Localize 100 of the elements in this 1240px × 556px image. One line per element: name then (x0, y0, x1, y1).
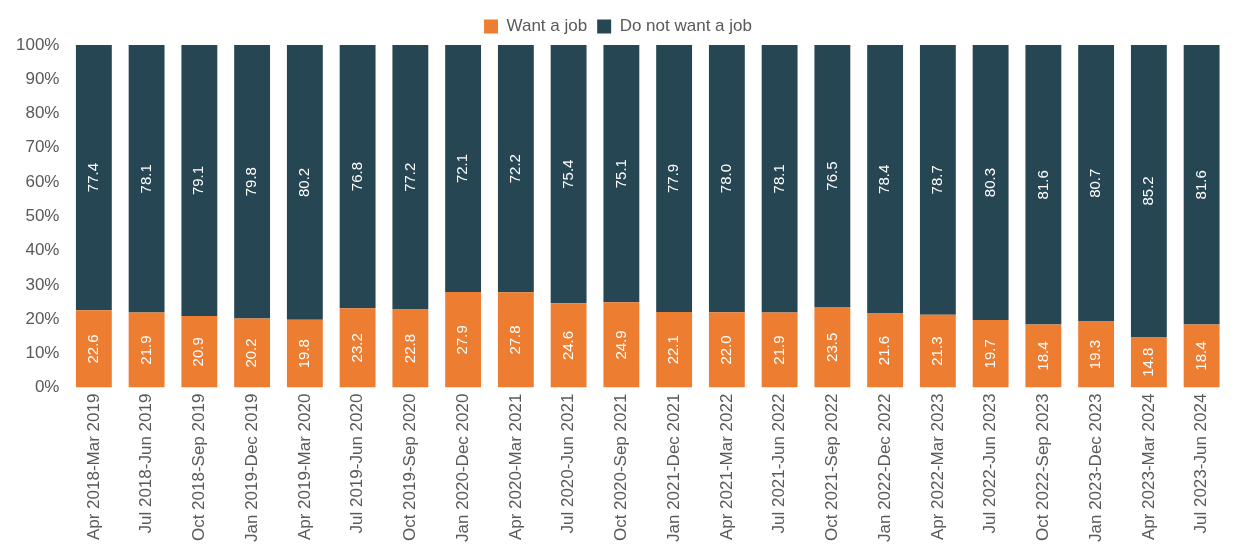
bar (656, 311, 693, 388)
x-tick-label: Jul 2020-Jun 2021 (558, 393, 578, 534)
bar (234, 318, 271, 388)
bar (75, 310, 112, 388)
bar (708, 312, 745, 388)
y-tick-label: 40% (25, 240, 60, 260)
legend-label: Want a job (506, 16, 588, 36)
bar (867, 45, 904, 314)
data-label: 27.8 (506, 325, 523, 355)
data-label: 27.9 (453, 325, 471, 355)
data-label: 18.4 (1033, 341, 1051, 371)
data-label: 20.2 (242, 338, 260, 368)
bar (497, 45, 534, 293)
data-label: 79.1 (189, 165, 207, 196)
bar (814, 307, 851, 388)
bar (392, 309, 429, 388)
x-tick-label: Jan 2019-Dec 2019 (241, 393, 261, 543)
x-tick-label: Apr 2023-Mar 2024 (1138, 393, 1158, 541)
x-tick-label: Oct 2018-Sep 2019 (189, 393, 209, 542)
bar (234, 45, 271, 319)
bar (1025, 324, 1062, 388)
bar (286, 45, 323, 320)
x-tick-label: Jul 2021-Jun 2022 (769, 393, 789, 534)
data-label: 75.1 (611, 159, 629, 189)
x-tick-label: Apr 2019-Mar 2020 (294, 393, 314, 541)
data-label: 78.4 (875, 164, 893, 194)
x-tick-label: Apr 2022-Mar 2023 (927, 393, 947, 541)
data-label: 72.1 (453, 153, 471, 184)
data-label: 77.2 (400, 162, 418, 192)
data-label: 23.5 (822, 332, 840, 362)
x-tick-label: Apr 2021-Mar 2022 (716, 393, 736, 541)
bar (1130, 45, 1167, 337)
x-tick-label: Jul 2022-Jun 2023 (980, 393, 1000, 534)
x-tick-label: Jan 2020-Dec 2020 (452, 393, 472, 543)
bar (603, 45, 640, 303)
bar (339, 45, 376, 309)
bar (656, 45, 693, 312)
bar (550, 45, 587, 304)
data-label: 18.4 (1191, 341, 1209, 371)
data-label: 78.7 (928, 165, 946, 195)
bar (339, 308, 376, 388)
y-tick-label: 70% (25, 137, 60, 157)
bar (550, 303, 587, 388)
bar (867, 313, 904, 388)
data-label: 79.8 (242, 167, 260, 197)
data-label: 78.0 (717, 164, 735, 194)
data-label: 80.3 (980, 167, 998, 198)
data-label: 22.8 (400, 333, 418, 364)
bar (708, 45, 745, 313)
x-tick-label: Jul 2019-Jun 2020 (347, 393, 367, 534)
data-label: 80.2 (295, 167, 312, 197)
bar (761, 312, 798, 388)
data-label: 81.6 (1033, 170, 1051, 200)
data-label: 14.8 (1139, 347, 1157, 377)
bar (1183, 45, 1220, 325)
data-label: 22.1 (664, 335, 682, 365)
data-label: 85.2 (1139, 176, 1157, 206)
bar (445, 292, 482, 388)
y-tick-label: 50% (25, 206, 60, 225)
data-label: 22.0 (717, 335, 735, 365)
data-label: 21.6 (875, 336, 893, 366)
x-tick-label: Jan 2021-Dec 2021 (663, 393, 683, 543)
bar (181, 45, 218, 317)
data-label: 77.4 (84, 162, 101, 193)
x-tick-label: Oct 2021-Sep 2022 (822, 393, 842, 542)
bar (919, 314, 956, 388)
data-label: 19.8 (295, 339, 312, 369)
data-label: 78.1 (136, 164, 154, 194)
y-tick-label: 100% (16, 34, 60, 54)
data-label: 81.6 (1191, 170, 1209, 200)
data-label: 21.9 (769, 335, 787, 365)
bar (392, 45, 429, 310)
x-tick-label: Apr 2018-Mar 2019 (83, 393, 103, 541)
bar (75, 45, 112, 311)
x-tick-label: Jul 2023-Jun 2024 (1191, 393, 1211, 534)
y-tick-label: 80% (25, 103, 60, 123)
bar (128, 312, 165, 388)
bar (286, 319, 323, 388)
x-tick-label: Apr 2020-Mar 2021 (505, 393, 525, 541)
x-tick-label: Oct 2022-Sep 2023 (1033, 393, 1053, 542)
bar (1130, 336, 1167, 388)
data-label: 75.4 (558, 159, 576, 189)
data-label: 19.7 (980, 339, 998, 369)
y-tick-label: 20% (25, 308, 60, 328)
data-label: 24.9 (611, 330, 629, 360)
x-tick-label: Jan 2022-Dec 2022 (874, 393, 894, 543)
bar (761, 45, 798, 313)
bar (972, 320, 1009, 388)
bar (603, 302, 640, 388)
data-label: 78.1 (769, 164, 787, 194)
data-label: 24.6 (558, 330, 576, 361)
data-label: 19.3 (1086, 339, 1104, 370)
x-tick-label: Oct 2020-Sep 2021 (611, 393, 631, 542)
bar (181, 316, 218, 388)
bar (497, 292, 534, 388)
data-label: 20.9 (189, 337, 207, 367)
data-label: 22.6 (84, 334, 101, 364)
data-label: 21.3 (928, 336, 946, 366)
data-label: 80.7 (1086, 168, 1104, 198)
y-tick-label: 30% (25, 274, 60, 294)
